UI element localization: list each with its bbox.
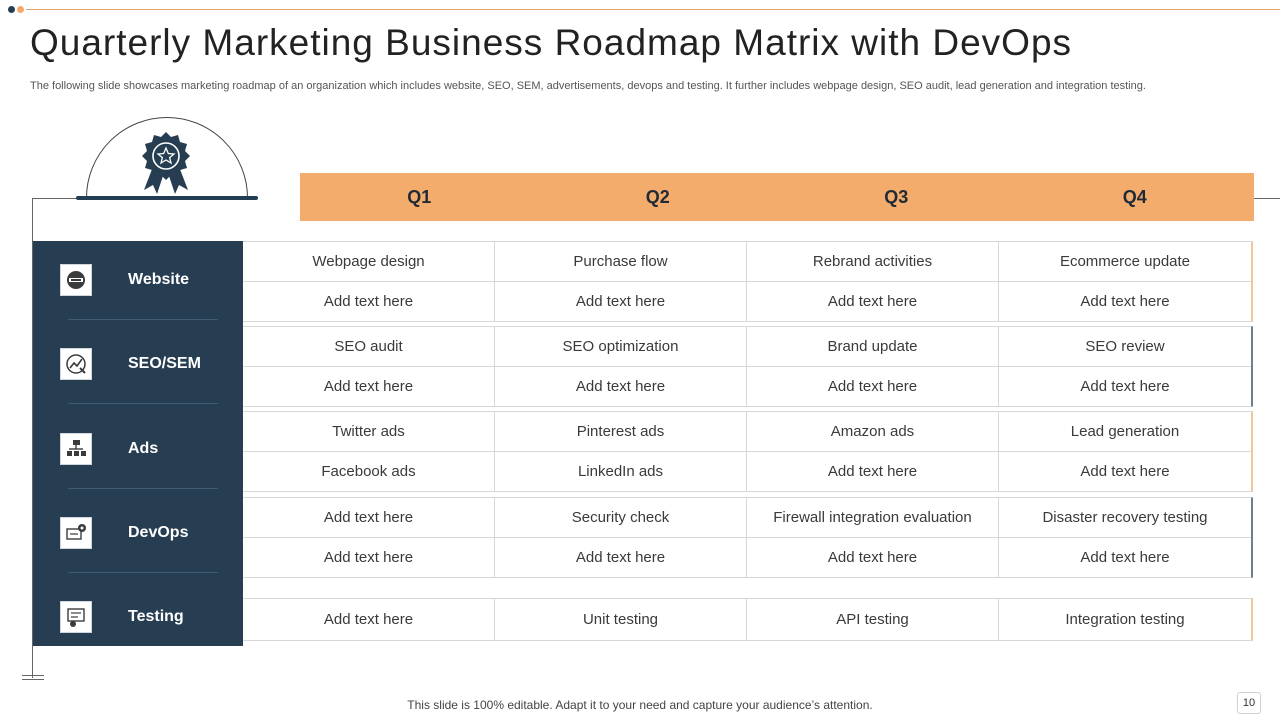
table-row: Twitter ads Pinterest ads Amazon ads Lea… (243, 412, 1251, 451)
matrix-cell: Security check (495, 498, 747, 537)
seo-chart-icon (60, 348, 92, 380)
matrix-cell: Add text here (747, 282, 999, 321)
matrix-cell: Unit testing (495, 599, 747, 640)
matrix-cell: Pinterest ads (495, 412, 747, 451)
table-row: Add text here Add text here Add text her… (243, 281, 1251, 321)
matrix-cell: Add text here (1080, 549, 1170, 566)
category-label: Testing (128, 608, 184, 625)
matrix-cell: Integration testing (1065, 611, 1185, 628)
matrix-cell: Add text here (1080, 378, 1170, 395)
quarter-q3: Q3 (884, 186, 909, 207)
badge-arch-base (76, 196, 258, 200)
table-row: SEO audit SEO optimization Brand update … (243, 327, 1251, 366)
matrix-cell: Add text here (243, 498, 495, 537)
decor-dot-orange (17, 6, 24, 13)
connector-foot-tick (22, 675, 44, 676)
matrix-cell: Add text here (243, 282, 495, 321)
matrix-cell: Lead generation (1070, 423, 1180, 440)
page-number: 10 (1237, 692, 1261, 714)
matrix-cell: LinkedIn ads (495, 452, 747, 491)
category-website: Website (33, 260, 243, 300)
matrix-cell: Add text here (495, 538, 747, 577)
matrix-cell: Add text here (243, 538, 495, 577)
category-divider (68, 403, 218, 404)
matrix-row-group-devops: Add text here Security check Firewall in… (243, 497, 1253, 578)
connector-line-horizontal (32, 198, 78, 199)
category-divider (68, 572, 218, 573)
category-devops: DevOps (33, 513, 243, 553)
quarter-q2: Q2 (645, 186, 670, 207)
matrix-cell: Amazon ads (747, 412, 999, 451)
table-row: Add text here Unit testing API testing I… (243, 599, 1251, 640)
page-subtitle: The following slide showcases marketing … (30, 80, 1146, 92)
matrix-cell: Add text here (495, 282, 747, 321)
matrix-cell: Brand update (747, 327, 999, 366)
matrix-cell: Twitter ads (243, 412, 495, 451)
connector-line-right (1254, 198, 1280, 199)
quarter-q4: Q4 (1122, 186, 1147, 207)
award-ribbon-icon (142, 132, 190, 194)
decor-dot-navy (8, 6, 15, 13)
table-row: Add text here Add text here Add text her… (243, 537, 1251, 577)
matrix-cell: Add text here (1080, 293, 1170, 310)
category-label: Ads (128, 440, 159, 457)
matrix-row-group-ads: Twitter ads Pinterest ads Amazon ads Lea… (243, 411, 1253, 492)
ads-network-icon (60, 433, 92, 465)
footer-note: This slide is 100% editable. Adapt it to… (407, 698, 873, 712)
matrix-cell: Facebook ads (243, 452, 495, 491)
table-row: Add text here Security check Firewall in… (243, 498, 1251, 537)
connector-foot-tick (22, 679, 44, 680)
matrix-cell: Add text here (747, 452, 999, 491)
matrix-cell: Add text here (747, 367, 999, 406)
table-row: Webpage design Purchase flow Rebrand act… (243, 242, 1251, 281)
matrix-cell: SEO audit (243, 327, 495, 366)
testing-checklist-icon (60, 601, 92, 633)
category-label: Website (128, 271, 190, 288)
matrix-cell: Add text here (1080, 463, 1170, 480)
matrix-cell: Purchase flow (495, 242, 747, 281)
website-icon (60, 264, 92, 296)
matrix-cell: API testing (747, 599, 999, 640)
quarter-header: Q1 Q2 Q3 Q4 (300, 173, 1254, 221)
matrix-row-group-website: Webpage design Purchase flow Rebrand act… (243, 241, 1253, 322)
matrix-cell: Ecommerce update (1059, 253, 1191, 270)
matrix-cell: Disaster recovery testing (1042, 509, 1208, 526)
category-label: SEO/SEM (128, 355, 201, 372)
category-ads: Ads (33, 429, 243, 469)
matrix-cell: SEO review (1085, 338, 1165, 355)
category-divider (68, 319, 218, 320)
devops-gear-icon (60, 517, 92, 549)
matrix-cell: Webpage design (243, 242, 495, 281)
matrix-cell: Add text here (243, 599, 495, 640)
matrix-cell: SEO optimization (495, 327, 747, 366)
quarter-q1: Q1 (407, 186, 432, 207)
matrix-cell: Add text here (747, 538, 999, 577)
table-row: Add text here Add text here Add text her… (243, 366, 1251, 406)
top-rule (26, 9, 1280, 10)
category-panel: Website SEO/SEM Ads DevOps Testing (33, 241, 243, 646)
category-testing: Testing (33, 597, 243, 637)
category-label: DevOps (128, 524, 189, 541)
matrix-cell: Add text here (243, 367, 495, 406)
matrix-row-group-testing: Add text here Unit testing API testing I… (243, 598, 1253, 641)
matrix-cell: Firewall integration evaluation (747, 498, 999, 537)
connector-line-vertical (32, 198, 33, 678)
table-row: Facebook ads LinkedIn ads Add text here … (243, 451, 1251, 491)
matrix-cell: Add text here (495, 367, 747, 406)
category-seo-sem: SEO/SEM (33, 344, 243, 384)
page-title: Quarterly Marketing Business Roadmap Mat… (30, 22, 1073, 63)
matrix-cell: Rebrand activities (747, 242, 999, 281)
matrix-row-group-seo-sem: SEO audit SEO optimization Brand update … (243, 326, 1253, 407)
category-divider (68, 488, 218, 489)
